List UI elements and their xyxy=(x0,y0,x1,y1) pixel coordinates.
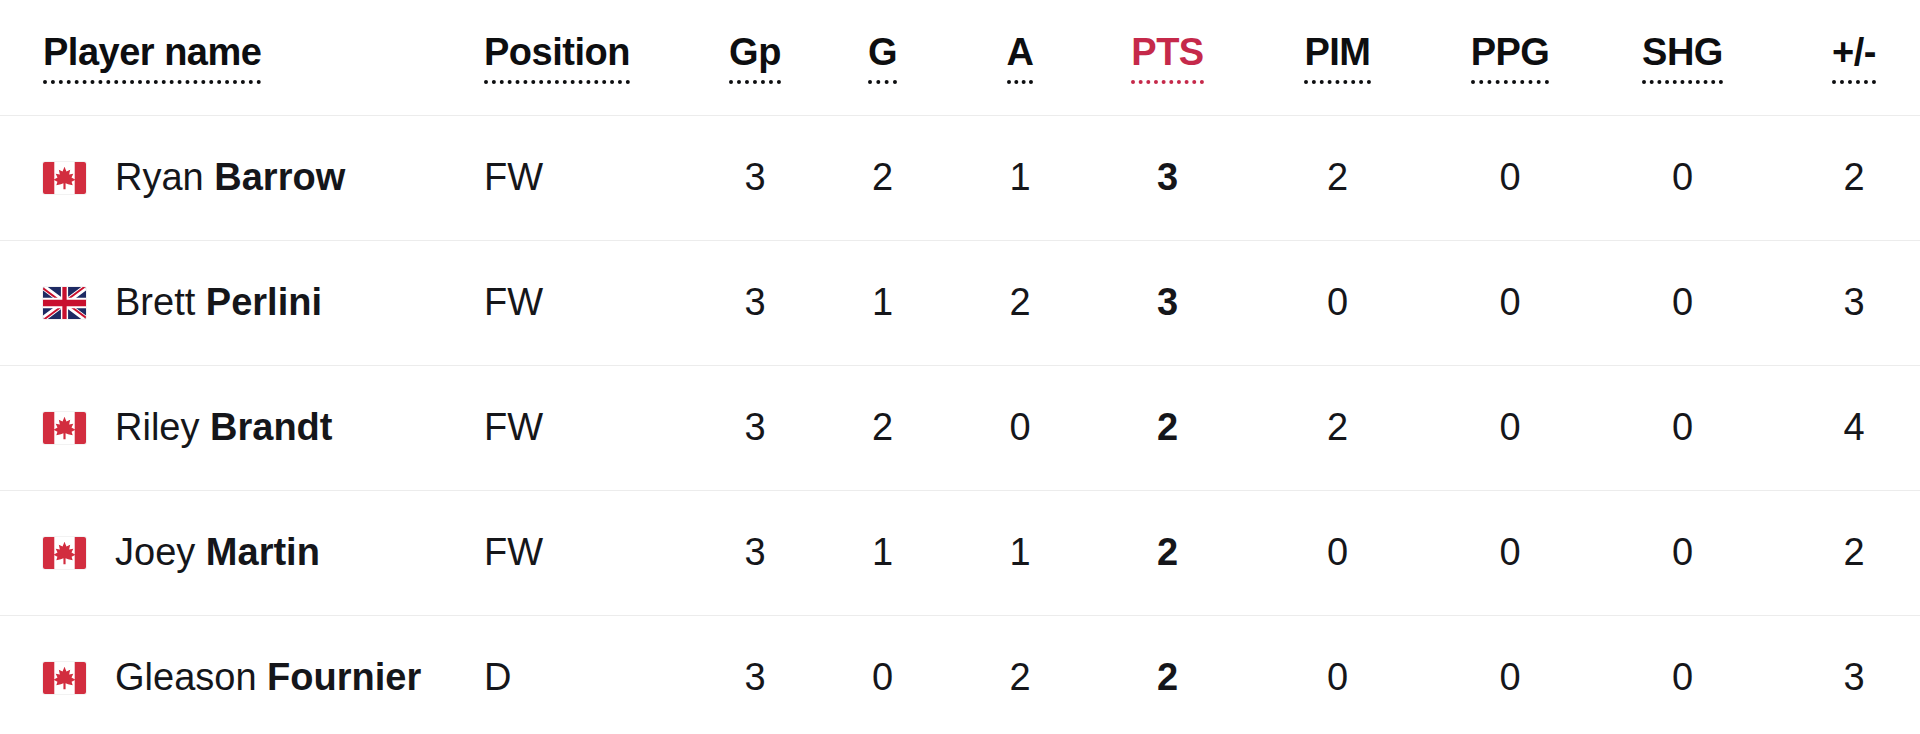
player-name-link[interactable]: Riley Brandt xyxy=(115,406,332,449)
pts-value: 3 xyxy=(1085,240,1250,365)
position-value: D xyxy=(460,615,700,734)
player-first-name: Brett xyxy=(115,281,195,323)
player-name-link[interactable]: Gleason Fournier xyxy=(115,656,421,699)
ppg-value: 0 xyxy=(1425,115,1595,240)
pts-value: 3 xyxy=(1085,115,1250,240)
g-value: 1 xyxy=(810,240,955,365)
plus-minus-value: 2 xyxy=(1770,490,1920,615)
player-last-name: Fournier xyxy=(267,656,421,698)
pim-value: 0 xyxy=(1250,490,1425,615)
a-value: 2 xyxy=(955,615,1085,734)
pim-value: 0 xyxy=(1250,615,1425,734)
a-value: 0 xyxy=(955,365,1085,490)
column-header-position[interactable]: Position xyxy=(460,0,700,115)
column-header-pim[interactable]: PIM xyxy=(1250,0,1425,115)
player-stats-table: Player name Position Gp G A PTS PIM PPG xyxy=(0,0,1920,734)
united-kingdom-flag-icon xyxy=(43,287,86,319)
column-header-g[interactable]: G xyxy=(810,0,955,115)
player-first-name: Joey xyxy=(115,531,195,573)
shg-value: 0 xyxy=(1595,365,1770,490)
pim-value: 0 xyxy=(1250,240,1425,365)
table-row[interactable]: Gleason Fournier D 3 0 2 2 0 0 0 3 xyxy=(0,615,1920,734)
column-header-label: PIM xyxy=(1304,33,1370,84)
g-value: 0 xyxy=(810,615,955,734)
a-value: 2 xyxy=(955,240,1085,365)
player-cell: Joey Martin xyxy=(0,490,460,615)
canada-flag-icon xyxy=(43,662,86,694)
player-cell: Brett Perlini xyxy=(0,240,460,365)
player-name-link[interactable]: Joey Martin xyxy=(115,531,320,574)
pts-value: 2 xyxy=(1085,490,1250,615)
pts-value: 2 xyxy=(1085,615,1250,734)
gp-value: 3 xyxy=(700,365,810,490)
player-cell: Riley Brandt xyxy=(0,365,460,490)
column-header-plus-minus[interactable]: +/- xyxy=(1770,0,1920,115)
pts-value: 2 xyxy=(1085,365,1250,490)
ppg-value: 0 xyxy=(1425,490,1595,615)
shg-value: 0 xyxy=(1595,490,1770,615)
plus-minus-value: 2 xyxy=(1770,115,1920,240)
player-first-name: Ryan xyxy=(115,156,204,198)
column-header-label: +/- xyxy=(1832,33,1876,84)
pim-value: 2 xyxy=(1250,365,1425,490)
column-header-label: PPG xyxy=(1471,33,1550,84)
column-header-label: Gp xyxy=(729,33,781,84)
column-header-player-name[interactable]: Player name xyxy=(0,0,460,115)
header-row: Player name Position Gp G A PTS PIM PPG xyxy=(0,0,1920,115)
column-header-label: SHG xyxy=(1642,33,1723,84)
column-header-label: A xyxy=(1007,33,1034,84)
player-name-link[interactable]: Ryan Barrow xyxy=(115,156,345,199)
shg-value: 0 xyxy=(1595,115,1770,240)
table-row[interactable]: Riley Brandt FW 3 2 0 2 2 0 0 4 xyxy=(0,365,1920,490)
column-header-shg[interactable]: SHG xyxy=(1595,0,1770,115)
canada-flag-icon xyxy=(43,162,86,194)
table-row[interactable]: Joey Martin FW 3 1 1 2 0 0 0 2 xyxy=(0,490,1920,615)
table-row[interactable]: Brett Perlini FW 3 1 2 3 0 0 0 3 xyxy=(0,240,1920,365)
table-header: Player name Position Gp G A PTS PIM PPG xyxy=(0,0,1920,115)
player-first-name: Gleason xyxy=(115,656,257,698)
column-header-label: Position xyxy=(484,33,630,84)
player-first-name: Riley xyxy=(115,406,199,448)
player-name-link[interactable]: Brett Perlini xyxy=(115,281,322,324)
pim-value: 2 xyxy=(1250,115,1425,240)
table-row[interactable]: Ryan Barrow FW 3 2 1 3 2 0 0 2 xyxy=(0,115,1920,240)
shg-value: 0 xyxy=(1595,615,1770,734)
shg-value: 0 xyxy=(1595,240,1770,365)
player-last-name: Barrow xyxy=(214,156,345,198)
plus-minus-value: 3 xyxy=(1770,615,1920,734)
g-value: 2 xyxy=(810,365,955,490)
g-value: 1 xyxy=(810,490,955,615)
gp-value: 3 xyxy=(700,115,810,240)
position-value: FW xyxy=(460,115,700,240)
player-last-name: Martin xyxy=(206,531,320,573)
ppg-value: 0 xyxy=(1425,615,1595,734)
canada-flag-icon xyxy=(43,537,86,569)
ppg-value: 0 xyxy=(1425,240,1595,365)
column-header-label: Player name xyxy=(43,33,261,84)
position-value: FW xyxy=(460,365,700,490)
plus-minus-value: 4 xyxy=(1770,365,1920,490)
gp-value: 3 xyxy=(700,240,810,365)
canada-flag-icon xyxy=(43,412,86,444)
column-header-label: G xyxy=(868,33,897,84)
position-value: FW xyxy=(460,240,700,365)
ppg-value: 0 xyxy=(1425,365,1595,490)
column-header-pts-sorted[interactable]: PTS xyxy=(1085,0,1250,115)
position-value: FW xyxy=(460,490,700,615)
g-value: 2 xyxy=(810,115,955,240)
table-body: Ryan Barrow FW 3 2 1 3 2 0 0 2 Brett Per… xyxy=(0,115,1920,734)
column-header-label: PTS xyxy=(1131,33,1203,84)
column-header-gp[interactable]: Gp xyxy=(700,0,810,115)
player-last-name: Perlini xyxy=(206,281,322,323)
column-header-ppg[interactable]: PPG xyxy=(1425,0,1595,115)
plus-minus-value: 3 xyxy=(1770,240,1920,365)
a-value: 1 xyxy=(955,490,1085,615)
player-cell: Gleason Fournier xyxy=(0,615,460,734)
gp-value: 3 xyxy=(700,615,810,734)
gp-value: 3 xyxy=(700,490,810,615)
player-cell: Ryan Barrow xyxy=(0,115,460,240)
column-header-a[interactable]: A xyxy=(955,0,1085,115)
player-last-name: Brandt xyxy=(210,406,332,448)
a-value: 1 xyxy=(955,115,1085,240)
